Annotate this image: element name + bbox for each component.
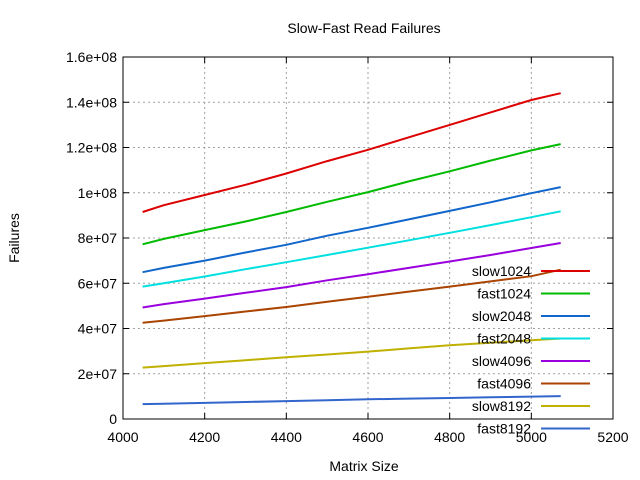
series-group bbox=[142, 92, 561, 406]
y-tick-label: 8e+07 bbox=[78, 230, 118, 246]
y-tick-label: 1e+08 bbox=[78, 185, 118, 201]
series-line-slow4096 bbox=[142, 242, 561, 309]
series-line-fast1024 bbox=[142, 143, 561, 246]
y-tick-label: 4e+07 bbox=[78, 321, 118, 337]
legend: slow1024 fast1024 slow2048 fast2048 slow4096… bbox=[472, 263, 590, 437]
x-tick-label: 5200 bbox=[597, 429, 628, 445]
series-line-fast4096 bbox=[142, 268, 561, 324]
series-line-slow2048 bbox=[142, 186, 561, 274]
y-axis-label: Failures bbox=[6, 213, 22, 263]
x-tick-label: 4200 bbox=[189, 429, 220, 445]
y-tick-label: 0 bbox=[109, 411, 117, 427]
legend-label-slow8192: slow8192 bbox=[472, 398, 531, 414]
y-tick-label: 1.2e+08 bbox=[66, 140, 117, 156]
legend-label-slow2048: slow2048 bbox=[472, 308, 531, 324]
x-axis-label: Matrix Size bbox=[329, 458, 398, 474]
series-line-slow1024 bbox=[142, 92, 561, 213]
chart-title: Slow-Fast Read Failures bbox=[287, 20, 440, 36]
y-tick-label: 1.4e+08 bbox=[66, 94, 117, 110]
x-tick-label: 4400 bbox=[271, 429, 302, 445]
legend-label-fast4096: fast4096 bbox=[477, 376, 531, 392]
x-tick-label: 4000 bbox=[107, 429, 138, 445]
x-tick-label: 5000 bbox=[516, 429, 547, 445]
y-tick-label: 6e+07 bbox=[78, 275, 118, 291]
legend-label-fast1024: fast1024 bbox=[477, 286, 531, 302]
legend-label-slow1024: slow1024 bbox=[472, 263, 531, 279]
y-tick-label: 1.6e+08 bbox=[66, 49, 117, 65]
series-line-fast8192 bbox=[142, 395, 561, 406]
series-line-slow8192 bbox=[142, 337, 561, 369]
y-tick-label: 2e+07 bbox=[78, 366, 118, 382]
legend-label-fast2048: fast2048 bbox=[477, 331, 531, 347]
series-line-fast2048 bbox=[142, 210, 561, 288]
legend-label-fast8192: fast8192 bbox=[477, 421, 531, 437]
legend-label-slow4096: slow4096 bbox=[472, 353, 531, 369]
x-tick-label: 4600 bbox=[352, 429, 383, 445]
x-tick-label: 4800 bbox=[434, 429, 465, 445]
axes: 0 2e+07 4e+07 6e+07 8e+07 1e+08 1.2e+08 1.4e+08… bbox=[66, 49, 629, 445]
